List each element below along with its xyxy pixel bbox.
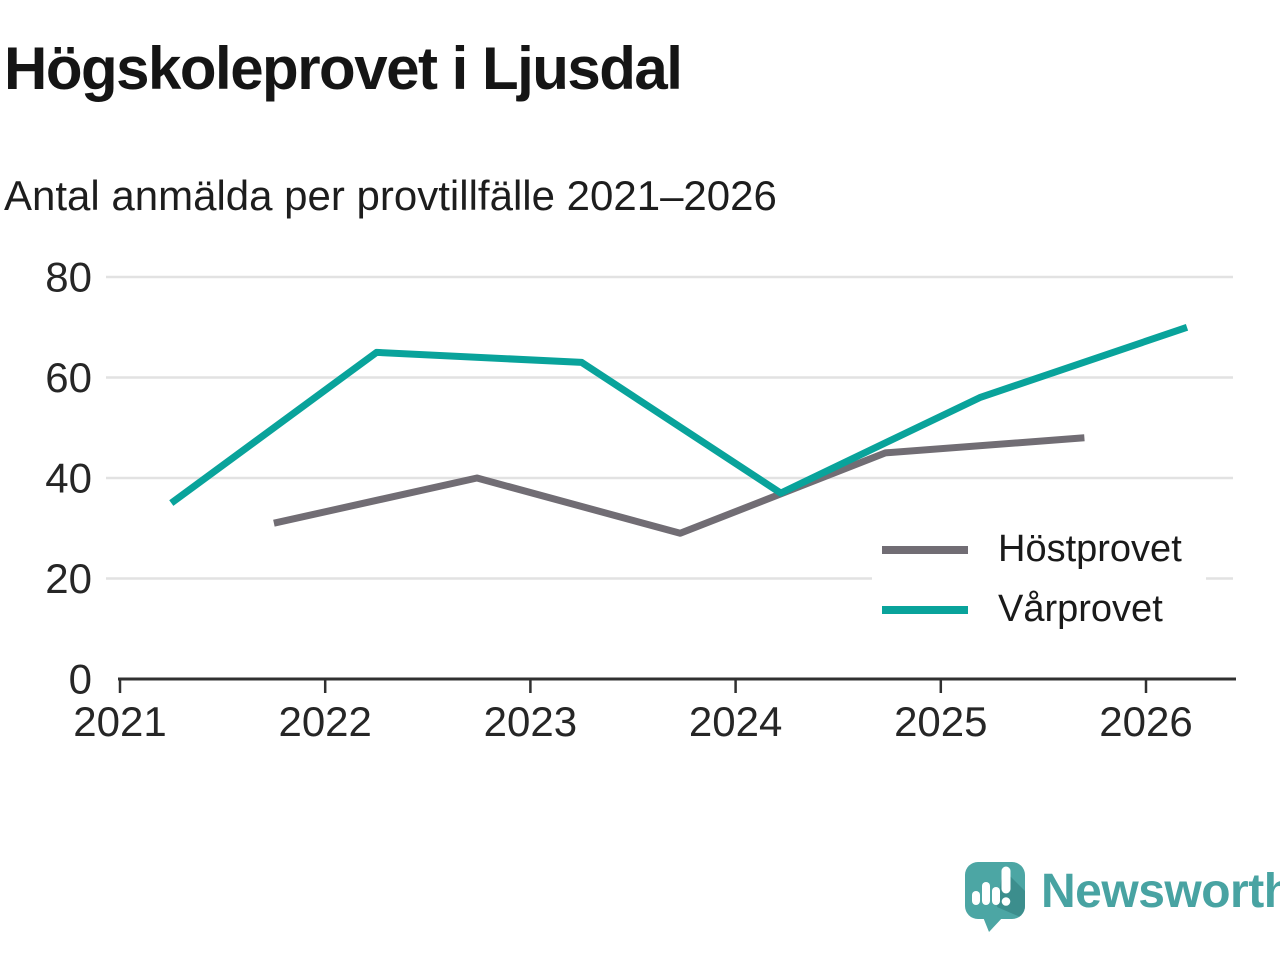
y-axis-tick-label: 40: [45, 455, 92, 502]
legend-item-varprovet: Vårprovet: [872, 588, 1206, 631]
brand-wordmark: Newsworthy: [1041, 865, 1280, 918]
y-axis-tick-label: 80: [45, 254, 92, 301]
legend: Höstprovet Vårprovet: [872, 524, 1206, 639]
x-axis-tick-label: 2024: [689, 698, 782, 745]
legend-label-hostprovet: Höstprovet: [998, 528, 1182, 570]
x-axis-tick-label: 2025: [894, 698, 987, 745]
y-axis-tick-label: 60: [45, 354, 92, 401]
chart-title: Högskoleprovet i Ljusdal: [4, 35, 683, 102]
x-axis-tick-label: 2022: [278, 698, 371, 745]
newsworthy-logo-icon: [965, 862, 1025, 932]
legend-item-hostprovet: Höstprovet: [872, 528, 1206, 571]
bar-chart-glyph: [972, 866, 1011, 906]
series-line-hstprovet: [273, 434, 1085, 537]
chart-subtitle: Antal anmälda per provtillfälle 2021–202…: [4, 172, 777, 219]
x-axis-tick-label: 2023: [484, 698, 577, 745]
x-axis-tick-label: 2026: [1099, 698, 1192, 745]
legend-label-varprovet: Vårprovet: [998, 588, 1163, 630]
x-axis-tick-label: 2021: [73, 698, 166, 745]
y-axis-tick-label: 20: [45, 555, 92, 602]
y-axis-tick-label: 0: [69, 656, 92, 703]
series-line-vrprovet: [169, 323, 1189, 506]
legend-swatch-hostprovet: [882, 545, 968, 554]
legend-swatch-varprovet: [882, 605, 968, 614]
